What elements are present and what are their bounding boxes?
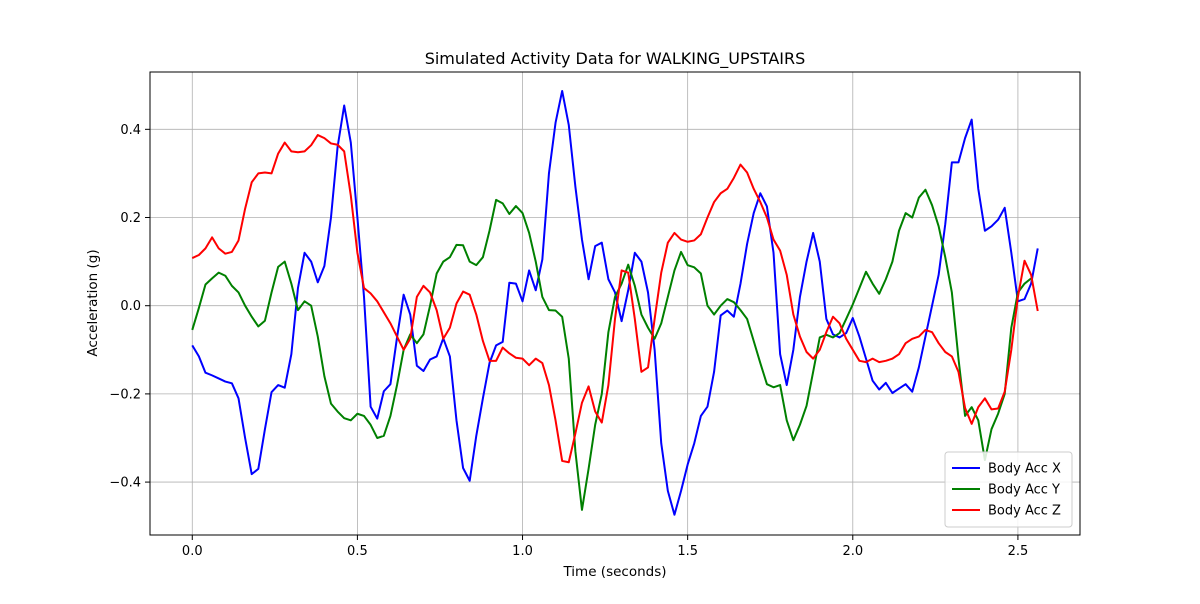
series-line-2 xyxy=(191,188,1032,511)
legend-label: Body Acc X xyxy=(988,462,1061,477)
y-tick-label: −0.2 xyxy=(109,387,141,402)
legend-label: Body Acc Z xyxy=(988,504,1061,519)
x-axis-label: Time (seconds) xyxy=(562,564,666,580)
plot-frame xyxy=(149,71,1081,536)
x-tick-label: 2.5 xyxy=(1008,544,1029,559)
series-lines xyxy=(191,89,1039,516)
x-axis-ticks: 0.0 0.5 1.0 1.5 2.0 2.5 xyxy=(182,535,1028,559)
x-tick-label: 2.0 xyxy=(842,544,863,559)
x-tick-label: 0.5 xyxy=(347,544,368,559)
y-axis-label: Acceleration (g) xyxy=(85,249,101,356)
series-line-1 xyxy=(191,89,1039,516)
x-tick-label: 1.5 xyxy=(677,544,698,559)
x-tick-label: 1.0 xyxy=(512,544,533,559)
y-axis-ticks: −0.4 −0.2 0.0 0.2 0.4 xyxy=(109,123,150,491)
x-tick-label: 0.0 xyxy=(182,544,203,559)
y-tick-label: 0.4 xyxy=(120,123,141,138)
y-tick-label: 0.0 xyxy=(120,299,141,314)
legend-box xyxy=(944,451,1073,528)
legend-label: Body Acc Y xyxy=(988,483,1060,498)
series-line-3 xyxy=(191,134,1039,464)
grid-lines xyxy=(150,72,1080,535)
y-tick-label: 0.2 xyxy=(120,211,141,226)
y-tick-label: −0.4 xyxy=(109,476,141,491)
legend: Body Acc X Body Acc Y Body Acc Z xyxy=(944,451,1073,528)
chart-title: Simulated Activity Data for WALKING_UPST… xyxy=(425,49,806,69)
